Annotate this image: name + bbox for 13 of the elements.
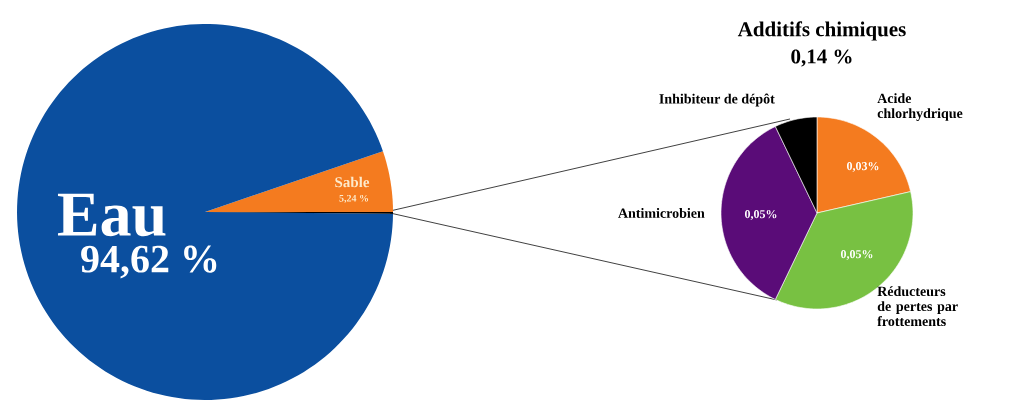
data-label: 0,05% (840, 250, 873, 260)
slice-label: Inhibiteur de dépôt (659, 93, 775, 107)
slice-label: Réducteurs de pertes par frottements (877, 286, 958, 327)
data-label: 0,03% (846, 162, 879, 172)
chart-title: Additifs chimiques (737, 21, 906, 41)
slice-label: Sable (335, 176, 370, 188)
slice-label: Acide chlorhydrique (877, 93, 963, 121)
slice-label: Antimicrobien (618, 208, 705, 218)
slice-label: Eau (57, 193, 166, 237)
chart-subtitle: 0,14 % (791, 49, 852, 67)
data-label: 0,05% (744, 210, 777, 220)
data-label: 5,24 % (339, 194, 369, 204)
data-label: 94,62 % (81, 245, 217, 279)
